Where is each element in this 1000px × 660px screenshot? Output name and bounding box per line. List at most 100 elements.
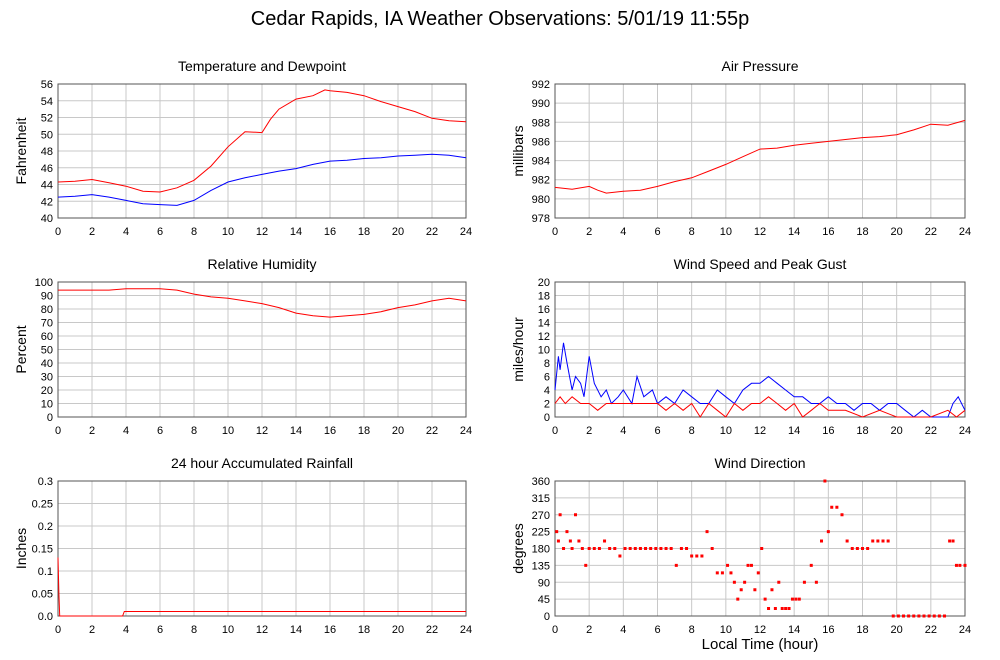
scatter-point bbox=[773, 607, 777, 610]
scatter-point bbox=[871, 539, 875, 543]
x-tick-label: 10 bbox=[222, 425, 234, 437]
scatter-point bbox=[669, 547, 673, 550]
x-tick-label: 6 bbox=[157, 425, 163, 437]
y-tick-label: 315 bbox=[532, 493, 550, 505]
scatter-point bbox=[715, 571, 719, 575]
x-tick-label: 22 bbox=[925, 226, 937, 238]
x-tick-label: 16 bbox=[822, 425, 834, 437]
scatter-point bbox=[664, 547, 668, 550]
scatter-point bbox=[951, 539, 955, 543]
y-tick-label: 10 bbox=[41, 399, 53, 411]
series-line-0 bbox=[554, 119, 966, 194]
scatter-point bbox=[927, 614, 931, 618]
x-tick-label: 12 bbox=[754, 624, 766, 636]
x-tick-label: 2 bbox=[89, 425, 95, 437]
x-tick-label: 6 bbox=[157, 624, 163, 636]
x-tick-label: 24 bbox=[959, 425, 971, 437]
scatter-point bbox=[937, 614, 941, 618]
scatter-point bbox=[746, 563, 750, 567]
scatter-point bbox=[565, 530, 569, 534]
scatter-point bbox=[644, 547, 648, 550]
scatter-point bbox=[891, 614, 895, 618]
x-tick-label: 14 bbox=[788, 425, 800, 437]
scatter-point bbox=[922, 614, 926, 618]
x-tick-label: 24 bbox=[460, 624, 472, 636]
scatter-point bbox=[568, 539, 572, 543]
scatter-point bbox=[896, 614, 900, 618]
y-tick-label: 135 bbox=[532, 560, 550, 572]
x-tick-label: 20 bbox=[891, 425, 903, 437]
x-tick-label: 18 bbox=[856, 624, 868, 636]
x-tick-label: 8 bbox=[191, 226, 197, 238]
scatter-point bbox=[749, 563, 753, 567]
scatter-point bbox=[954, 563, 958, 567]
x-tick-label: 2 bbox=[586, 226, 592, 238]
scatter-point bbox=[943, 614, 946, 618]
y-tick-label: 0.25 bbox=[32, 499, 53, 511]
y-tick-label: 14 bbox=[538, 318, 550, 330]
scatter-point bbox=[861, 547, 864, 550]
x-tick-label: 10 bbox=[720, 624, 732, 636]
scatter-point bbox=[886, 539, 890, 543]
x-tick-label: 20 bbox=[891, 226, 903, 238]
scatter-point bbox=[835, 505, 839, 509]
x-tick-label: 8 bbox=[689, 624, 695, 636]
y-axis-label: Inches bbox=[13, 528, 29, 569]
chart-title: Relative Humidity bbox=[208, 256, 317, 272]
chart-wind: Wind Speed and Peak Gust0246810121416182… bbox=[510, 256, 971, 437]
scatter-point bbox=[574, 513, 577, 517]
x-tick-label: 12 bbox=[256, 624, 268, 636]
y-tick-label: 986 bbox=[532, 136, 550, 148]
x-tick-label: 6 bbox=[157, 226, 163, 238]
y-tick-label: 0.05 bbox=[32, 589, 53, 601]
x-tick-label: 12 bbox=[256, 226, 268, 238]
x-tick-label: 4 bbox=[620, 425, 626, 437]
scatter-point bbox=[797, 597, 801, 601]
x-tick-label: 0 bbox=[55, 425, 61, 437]
x-tick-label: 20 bbox=[392, 624, 404, 636]
plot-frame bbox=[554, 281, 966, 418]
x-tick-label: 10 bbox=[720, 226, 732, 238]
scatter-point bbox=[948, 539, 952, 543]
y-tick-label: 0.1 bbox=[38, 566, 53, 578]
y-tick-label: 100 bbox=[35, 277, 53, 289]
series-line-0 bbox=[57, 557, 466, 617]
y-tick-label: 6 bbox=[544, 372, 550, 384]
chart-title: Wind Speed and Peak Gust bbox=[674, 256, 847, 272]
x-tick-label: 4 bbox=[620, 624, 626, 636]
scatter-point bbox=[830, 505, 834, 509]
chart-rain: 24 hour Accumulated Rainfall 0.0 0.05 0.1 0.… bbox=[13, 455, 472, 636]
x-tick-label: 10 bbox=[222, 624, 234, 636]
x-tick-label: 22 bbox=[925, 425, 937, 437]
x-tick-label: 4 bbox=[123, 226, 129, 238]
scatter-point bbox=[743, 580, 747, 584]
scatter-point bbox=[763, 597, 767, 601]
y-tick-label: 44 bbox=[41, 180, 53, 192]
x-tick-label: 16 bbox=[822, 624, 834, 636]
x-tick-label: 0 bbox=[55, 226, 61, 238]
x-tick-label: 18 bbox=[358, 624, 370, 636]
x-tick-label: 14 bbox=[290, 226, 302, 238]
series-line-0 bbox=[57, 89, 467, 193]
scatter-point bbox=[587, 547, 591, 550]
x-tick-label: 22 bbox=[426, 624, 438, 636]
scatter-point bbox=[613, 547, 617, 550]
chart-humidity: Relative Humidity01020304050607080901000… bbox=[13, 256, 472, 437]
scatter-point bbox=[729, 571, 733, 575]
scatter-point bbox=[654, 547, 658, 550]
plot-frame bbox=[57, 480, 467, 617]
chart-title: Temperature and Dewpoint bbox=[178, 58, 346, 74]
scatter-point bbox=[855, 547, 859, 550]
y-tick-label: 4 bbox=[544, 385, 550, 397]
scatter-point bbox=[826, 530, 830, 534]
x-tick-label: 0 bbox=[552, 425, 558, 437]
x-tick-label: 2 bbox=[89, 226, 95, 238]
scatter-point bbox=[685, 547, 689, 550]
scatter-point bbox=[767, 607, 771, 610]
y-tick-label: 0 bbox=[544, 611, 550, 623]
x-tick-label: 12 bbox=[754, 425, 766, 437]
scatter-point bbox=[633, 547, 637, 550]
scatter-point bbox=[787, 607, 791, 610]
